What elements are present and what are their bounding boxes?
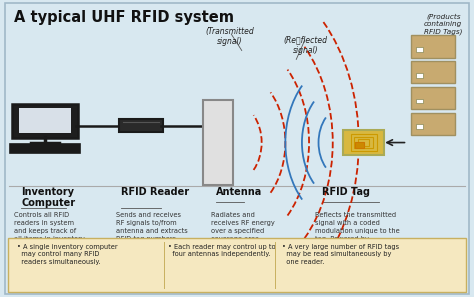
FancyBboxPatch shape bbox=[416, 73, 423, 78]
Text: RFID Tag: RFID Tag bbox=[322, 187, 370, 197]
Text: Reflects the transmitted
signal with a coded
modulation unique to the
tag. Power: Reflects the transmitted signal with a c… bbox=[315, 212, 400, 249]
Text: A typical UHF RFID system: A typical UHF RFID system bbox=[14, 10, 234, 26]
FancyBboxPatch shape bbox=[19, 108, 71, 133]
FancyBboxPatch shape bbox=[411, 113, 455, 135]
Text: Antenna: Antenna bbox=[216, 187, 262, 197]
FancyBboxPatch shape bbox=[8, 238, 466, 292]
FancyBboxPatch shape bbox=[416, 47, 423, 52]
Text: • A very large number of RFID tags
  may be read simultaneously by
  one reader.: • A very large number of RFID tags may b… bbox=[282, 244, 399, 265]
FancyBboxPatch shape bbox=[12, 104, 78, 138]
Text: Radiates and
receives RF energy
over a specified
coverage area.: Radiates and receives RF energy over a s… bbox=[211, 212, 274, 241]
Text: (Transmitted
signal): (Transmitted signal) bbox=[206, 27, 254, 46]
Text: Sends and receives
RF signals to/from
antenna and extracts
RFID tag numbers.: Sends and receives RF signals to/from an… bbox=[116, 212, 188, 241]
FancyBboxPatch shape bbox=[411, 61, 455, 83]
FancyBboxPatch shape bbox=[119, 119, 163, 132]
Text: • A single inventory computer
  may control many RFID
  readers simultaneously.: • A single inventory computer may contro… bbox=[17, 244, 117, 265]
Text: RFID Reader: RFID Reader bbox=[121, 187, 189, 197]
FancyBboxPatch shape bbox=[203, 100, 233, 185]
FancyBboxPatch shape bbox=[5, 3, 469, 294]
Text: Inventory
Computer: Inventory Computer bbox=[21, 187, 75, 208]
FancyBboxPatch shape bbox=[343, 130, 383, 155]
Text: (Products
containing
RFID Tags): (Products containing RFID Tags) bbox=[424, 13, 463, 35]
Text: Controls all RFID
readers in system
and keeps track of
all items in inventory
in: Controls all RFID readers in system and … bbox=[14, 212, 85, 249]
FancyBboxPatch shape bbox=[416, 124, 423, 129]
FancyBboxPatch shape bbox=[10, 144, 80, 153]
FancyBboxPatch shape bbox=[411, 87, 455, 109]
Text: (Re﻿flected
signal): (Re﻿flected signal) bbox=[284, 36, 328, 55]
Text: • Each reader may control up to
  four antennas independently.: • Each reader may control up to four ant… bbox=[168, 244, 276, 257]
FancyBboxPatch shape bbox=[411, 35, 455, 58]
FancyBboxPatch shape bbox=[416, 99, 423, 103]
FancyBboxPatch shape bbox=[355, 142, 365, 148]
